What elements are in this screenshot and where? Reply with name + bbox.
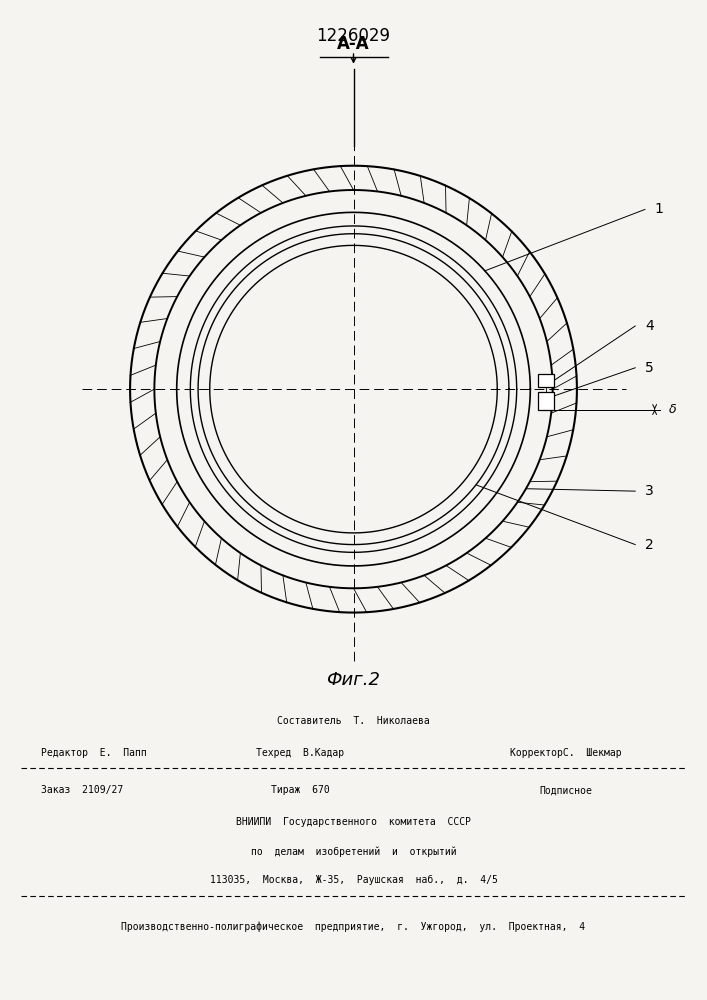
Text: Фиг.2: Фиг.2 <box>327 671 380 689</box>
Bar <box>537 392 554 410</box>
Text: ВНИИПИ  Государственного  комитета  СССР: ВНИИПИ Государственного комитета СССР <box>236 817 471 827</box>
Text: 113035,  Москва,  Ж-35,  Раушская  наб.,  д.  4/5: 113035, Москва, Ж-35, Раушская наб., д. … <box>209 875 498 885</box>
Text: δ: δ <box>670 403 677 416</box>
Text: 4: 4 <box>645 319 654 333</box>
Text: Техред  В.Кадар: Техред В.Кадар <box>256 748 344 758</box>
Text: 5: 5 <box>645 361 654 375</box>
Text: Заказ  2109/27: Заказ 2109/27 <box>41 785 124 795</box>
Text: 3: 3 <box>645 484 654 498</box>
Text: Составитель  Т.  Николаева: Составитель Т. Николаева <box>277 716 430 726</box>
Text: A-A: A-A <box>337 35 370 53</box>
Text: по  делам  изобретений  и  открытий: по делам изобретений и открытий <box>251 846 456 857</box>
Bar <box>537 374 554 387</box>
Text: КорректорС.  Шекмар: КорректорС. Шекмар <box>510 748 622 758</box>
Text: Подписное: Подписное <box>539 785 592 795</box>
Text: Производственно-полиграфическое  предприятие,  г.  Ужгород,  ул.  Проектная,  4: Производственно-полиграфическое предприя… <box>122 922 585 932</box>
Text: Редактор  Е.  Папп: Редактор Е. Папп <box>41 748 147 758</box>
Text: 1: 1 <box>655 202 663 216</box>
Text: 1226029: 1226029 <box>317 27 390 45</box>
Text: Тираж  670: Тираж 670 <box>271 785 329 795</box>
Text: 2: 2 <box>645 538 654 552</box>
